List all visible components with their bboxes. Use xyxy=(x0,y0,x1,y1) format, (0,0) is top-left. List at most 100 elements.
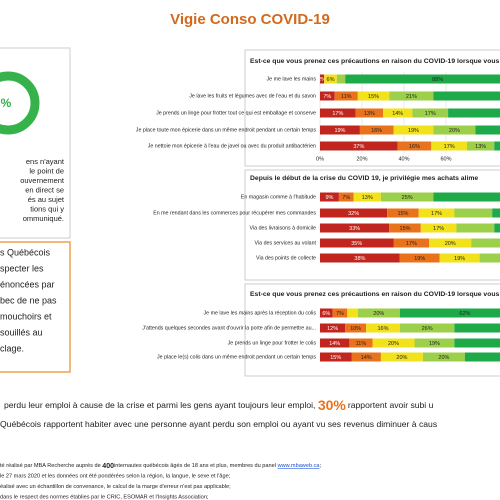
value-label: 62% xyxy=(459,311,470,317)
chart-title: Depuis le début de la crise du COVID 19,… xyxy=(250,175,478,182)
value-label: 20% xyxy=(373,311,384,317)
bar-segment xyxy=(353,192,381,202)
bar-segment xyxy=(355,108,383,118)
donut xyxy=(0,71,40,135)
bar-segment xyxy=(320,253,400,263)
box-text: clage. xyxy=(0,343,24,353)
value-label: 20% xyxy=(449,128,460,134)
value-label: 32% xyxy=(348,211,359,217)
bar-segment xyxy=(380,352,423,362)
value-label: 20% xyxy=(388,341,399,347)
left-box xyxy=(0,241,71,373)
value-label: 17% xyxy=(433,226,444,232)
bar-segment xyxy=(320,238,394,248)
category-label: J'attends quelques secondes avant d'ouvr… xyxy=(142,325,316,331)
x-tick-label: 0% xyxy=(316,156,324,162)
value-label: 17% xyxy=(444,144,455,150)
bar-segment xyxy=(456,223,495,233)
left-text: le point de xyxy=(29,166,64,175)
bar-segment xyxy=(475,125,500,135)
footnote: le 27 mars 2020 et les données ont été p… xyxy=(0,474,231,480)
bar-segment xyxy=(454,323,500,333)
value-label: 11% xyxy=(356,341,367,347)
footnote-text: le 27 mars 2020 et les données ont été p… xyxy=(0,474,231,480)
bar-segment xyxy=(338,192,354,202)
bar-segment xyxy=(418,208,455,218)
bar-segment xyxy=(357,91,390,101)
value-label: 35% xyxy=(351,241,362,247)
x-tick-label: 40% xyxy=(398,156,409,162)
value-label: 20% xyxy=(445,241,456,247)
category-label: Je me lave les mains xyxy=(267,76,317,82)
value-label: 17% xyxy=(425,111,436,117)
value-label: 7% xyxy=(336,311,344,317)
bar-segment xyxy=(471,238,500,248)
left-text: ens n'ayant xyxy=(26,157,65,166)
value-label: 17% xyxy=(332,111,343,117)
category-label: Via des livraisons à domicile xyxy=(250,225,316,231)
value-label: 38% xyxy=(354,256,365,262)
value-label: 12% xyxy=(327,326,338,332)
value-label: 14% xyxy=(361,355,372,361)
bar-segment xyxy=(345,74,500,84)
category-label: Je lave les fruits et légumes avec de l'… xyxy=(189,93,316,99)
page-title: Vigie Conso COVID-19 xyxy=(170,11,330,28)
value-label: 37% xyxy=(353,144,364,150)
value-label: 15% xyxy=(330,355,341,361)
bar-segment xyxy=(412,108,449,118)
value-label: 6% xyxy=(327,77,335,83)
bar-segment xyxy=(389,91,434,101)
bar-segment xyxy=(433,91,500,101)
bar-segment xyxy=(454,338,500,348)
bar-segment xyxy=(320,338,350,348)
value-label: 10% xyxy=(350,326,361,332)
value-label: 13% xyxy=(475,144,486,150)
box-text: énoncées par xyxy=(0,279,55,289)
bar-segment xyxy=(448,108,500,118)
value-label: 14% xyxy=(392,111,403,117)
stat-line: Québécois rapportent habiter avec une pe… xyxy=(0,419,437,429)
footnote-text: éalisé avec un échantillon de convenance… xyxy=(0,484,231,490)
bar-segment xyxy=(320,323,346,333)
donut-label: % xyxy=(1,96,12,110)
x-tick-label: 60% xyxy=(440,156,451,162)
value-label: 16% xyxy=(377,326,388,332)
footnote-text: té réalisé par MBA Recherche auprès de xyxy=(0,463,102,469)
value-label: 16% xyxy=(409,144,420,150)
value-label: 25% xyxy=(402,195,413,201)
bar-segment xyxy=(479,253,500,263)
category-label: Je me lave les mains après la réception … xyxy=(204,310,317,316)
bar-segment xyxy=(347,308,358,318)
bar-segment xyxy=(324,74,337,84)
footnote: té réalisé par MBA Recherche auprès de 4… xyxy=(0,463,322,470)
category-label: Je prends un linge pour frotter le colis xyxy=(228,340,317,346)
box-text: mouchoirs et xyxy=(0,311,52,321)
bar-segment xyxy=(320,74,325,84)
bar-segment xyxy=(399,308,500,318)
bar-segment xyxy=(397,141,432,151)
category-label: Je place toute mon épicerie dans un même… xyxy=(136,127,317,133)
bar-segment xyxy=(320,192,339,202)
bar-segment xyxy=(393,125,434,135)
bar-segment xyxy=(320,125,360,135)
x-tick-label: 20% xyxy=(356,156,367,162)
bar-segment xyxy=(351,352,381,362)
bar-segment xyxy=(420,223,457,233)
bar-segment xyxy=(320,108,356,118)
left-text: en direct se xyxy=(25,185,64,194)
footnote-link: www.mbaweb.ca xyxy=(277,463,321,469)
bar-segment xyxy=(320,208,388,218)
value-label: 21% xyxy=(406,94,417,100)
stat-text: perdu leur emploi à cause de la crise et… xyxy=(4,400,318,410)
box-text: souillés au xyxy=(0,327,43,337)
bar-segment xyxy=(320,308,333,318)
category-label: Je nettoie mon épicerie à l'eau de javel… xyxy=(148,143,316,149)
bar-segment xyxy=(464,352,500,362)
value-label: 17% xyxy=(431,211,442,217)
bar-segment xyxy=(422,352,465,362)
left-text: ommuniqué. xyxy=(23,214,64,223)
stat-text: Québécois rapportent habiter avec une pe… xyxy=(0,419,437,429)
category-label: Via des services au volant xyxy=(255,240,317,246)
value-label: 11% xyxy=(341,94,352,100)
